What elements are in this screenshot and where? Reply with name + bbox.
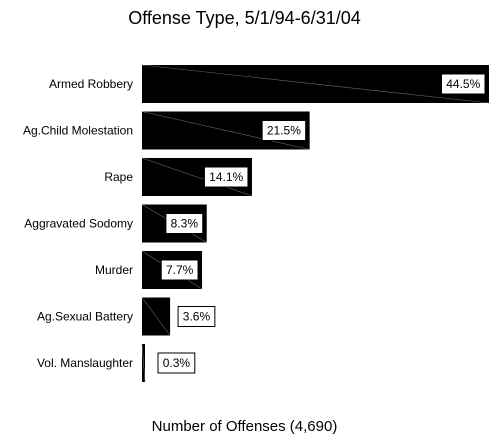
data-label: 3.6% [183, 310, 211, 324]
category-label: Armed Robbery [49, 77, 133, 91]
data-label-box [165, 213, 204, 234]
data-label-box [441, 73, 486, 95]
data-label-box [157, 352, 196, 374]
data-label: 14.1% [209, 170, 243, 184]
data-label-box [177, 306, 216, 327]
category-label: Aggravated Sodomy [24, 217, 133, 231]
bar-diagonal [141, 343, 146, 383]
data-label: 0.3% [163, 356, 191, 370]
category-label: Vol. Manslaughter [37, 356, 133, 370]
data-label-box [203, 166, 249, 188]
data-label: 44.5% [446, 77, 480, 91]
data-label: 7.7% [166, 263, 194, 277]
category-label: Ag.Sexual Battery [37, 310, 133, 324]
category-label: Murder [95, 263, 133, 277]
bar-diagonal [141, 64, 489, 104]
bar-diagonal [141, 111, 310, 150]
category-label: Rape [104, 170, 133, 184]
data-label-box [160, 259, 199, 281]
data-label-box [261, 120, 307, 141]
data-label: 8.3% [171, 217, 199, 231]
x-axis-label: Number of Offenses (4,690) [151, 418, 338, 435]
bar-diagonal [141, 157, 253, 197]
bar-diagonal [141, 297, 171, 336]
data-label: 21.5% [267, 124, 301, 138]
category-label: Ag.Child Molestation [23, 124, 133, 138]
chart-title: Offense Type, 5/1/94-6/31/04 [128, 8, 361, 28]
